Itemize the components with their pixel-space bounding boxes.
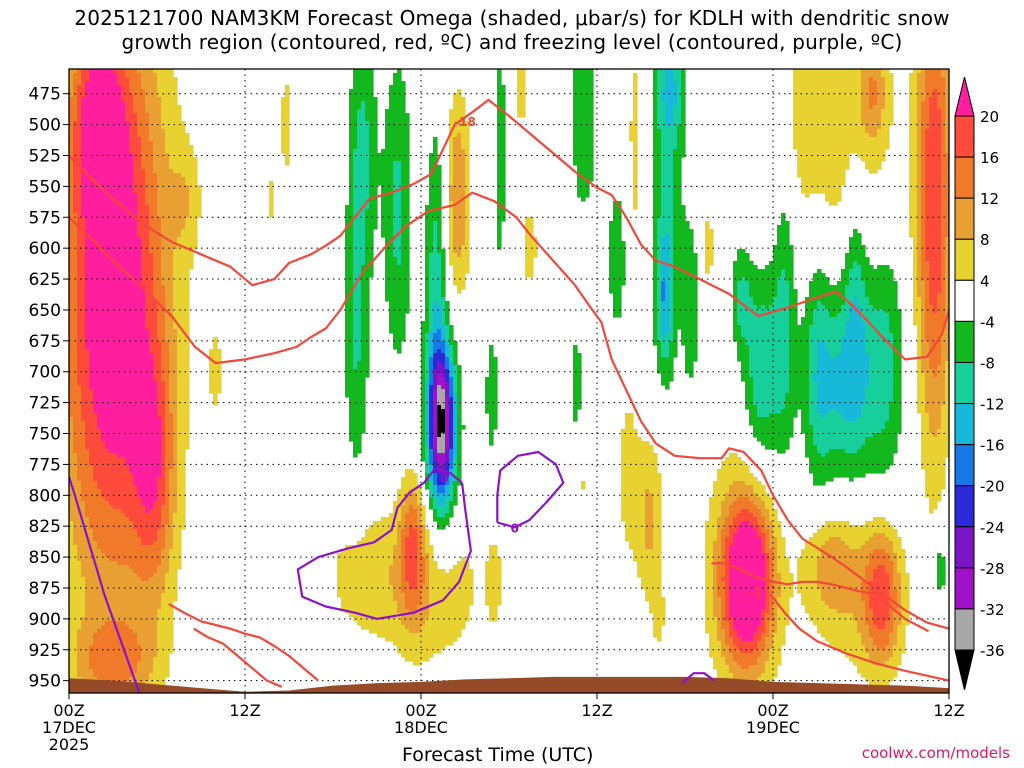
freezing-contour-label-0: 0 (440, 471, 448, 485)
colorbar-label-6: -8 (980, 354, 995, 372)
y-tick-label-750: 750 (29, 425, 61, 445)
colorbar-segment-4 (954, 279, 975, 322)
x-tick-date-2: 18DEC (394, 718, 448, 737)
x-tick-label-3: 12Z (581, 701, 612, 720)
colorbar-label-13: -36 (980, 642, 1005, 660)
y-tick-label-500: 500 (29, 116, 61, 136)
y-tick-label-550: 550 (29, 177, 61, 197)
y-tick-label-900: 900 (29, 610, 61, 630)
colorbar-label-2: 12 (980, 190, 999, 208)
y-tick-label-625: 625 (29, 270, 61, 290)
chart-title: 2025121700 NAM3KM Forecast Omega (shaded… (74, 6, 950, 30)
colorbar-label-4: 4 (980, 272, 990, 290)
y-tick-label-850: 850 (29, 548, 61, 568)
colorbar-label-5: -4 (980, 313, 995, 331)
x-tick-label-2: 00Z (405, 701, 436, 720)
freezing-contour-label-1: 0 (511, 521, 519, 535)
credit-text: coolwx.com/models (861, 744, 1010, 762)
colorbar-top-arrow (954, 76, 975, 117)
colorbar-label-12: -32 (980, 601, 1005, 619)
colorbar-segment-3 (954, 238, 975, 281)
colorbar-label-1: 16 (980, 149, 999, 167)
x-tick-label-5: 12Z (933, 701, 964, 720)
y-tick-label-925: 925 (29, 641, 61, 661)
dgz-contour-4 (193, 627, 283, 688)
plot-frame (68, 68, 950, 694)
colorbar-segment-11 (954, 567, 975, 610)
dgz-contour-0 (69, 98, 949, 361)
colorbar-label-11: -28 (980, 560, 1005, 578)
x-tick-year-0: 2025 (49, 735, 90, 754)
colorbar-label-7: -12 (980, 396, 1005, 414)
y-tick-label-700: 700 (29, 363, 61, 383)
dgz-contour-3 (168, 603, 320, 682)
y-tick-label-875: 875 (29, 579, 61, 599)
freezing-contour-0 (296, 467, 472, 620)
colorbar-segment-8 (954, 444, 975, 487)
dgz-contour-1 (69, 191, 949, 630)
colorbar-segment-5 (954, 320, 975, 363)
dgz-contour-label-2: -1 (749, 586, 762, 600)
colorbar-segment-1 (954, 156, 975, 199)
x-axis-label: Forecast Time (UTC) (402, 744, 594, 766)
x-tick-label-0: 00Z (53, 701, 84, 720)
y-tick-label-950: 950 (29, 672, 61, 692)
colorbar-label-3: 8 (980, 231, 990, 249)
y-tick-label-650: 650 (29, 301, 61, 321)
colorbar-label-0: 20 (980, 108, 999, 126)
y-tick-label-800: 800 (29, 486, 61, 506)
dgz-contour-2 (711, 562, 930, 633)
y-tick-label-475: 475 (29, 85, 61, 105)
y-tick-label-775: 775 (29, 455, 61, 475)
x-tick-label-4: 00Z (757, 701, 788, 720)
colorbar-label-8: -16 (980, 437, 1005, 455)
colorbar-label-9: -20 (980, 478, 1005, 496)
terrain (69, 676, 949, 693)
colorbar-bottom-arrow (954, 649, 975, 691)
y-tick-label-825: 825 (29, 517, 61, 537)
dgz-contour-label-0: -18 (454, 115, 476, 129)
y-tick-label-525: 525 (29, 146, 61, 166)
dgz-contour-5 (769, 593, 949, 682)
colorbar-segment-12 (954, 608, 975, 651)
colorbar-segment-7 (954, 403, 975, 446)
colorbar-segment-0 (954, 115, 975, 158)
x-tick-label-1: 12Z (229, 701, 260, 720)
colorbar-segment-9 (954, 485, 975, 528)
x-tick-date-0: 17DEC (42, 718, 96, 737)
y-tick-label-725: 725 (29, 394, 61, 414)
y-tick-label-600: 600 (29, 239, 61, 259)
freezing-contour-3 (681, 672, 715, 684)
colorbar-segment-2 (954, 197, 975, 240)
colorbar-label-10: -24 (980, 519, 1005, 537)
freezing-contour-2 (69, 476, 141, 693)
x-tick-date-4: 19DEC (746, 718, 800, 737)
chart-subtitle: growth region (contoured, red, ºC) and f… (121, 30, 903, 54)
colorbar-segment-10 (954, 526, 975, 569)
colorbar-segment-6 (954, 361, 975, 405)
y-tick-label-675: 675 (29, 332, 61, 352)
y-tick-label-575: 575 (29, 208, 61, 228)
freezing-contour-1 (496, 450, 565, 529)
